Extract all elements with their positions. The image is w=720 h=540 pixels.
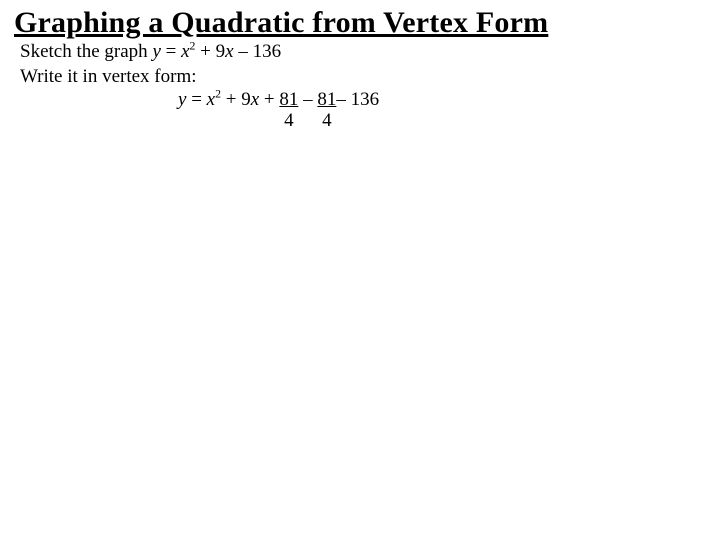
var-y: y (152, 41, 160, 62)
frac1-den: 4 (279, 111, 298, 130)
eq-text-suffix: – 136 (336, 89, 379, 110)
frac2-den: 4 (317, 111, 336, 130)
var-x-2: x (225, 41, 233, 62)
frac1-num: 81 (279, 89, 298, 110)
slide-title: Graphing a Quadratic from Vertex Form (14, 6, 706, 40)
text-suffix: – 136 (234, 41, 282, 62)
frac2-num: 81 (317, 89, 336, 110)
denominator-line: y = x2 + 9x + 4 – 4 (14, 111, 706, 130)
var-x: x (181, 41, 189, 62)
eq-text-minus: – (298, 89, 317, 110)
eq-text-eq: = (186, 89, 206, 110)
text-prefix: Sketch the graph (20, 41, 152, 62)
eq-var-x: x (207, 89, 215, 110)
eq-text-mid: + 9 (221, 89, 251, 110)
equation-line: y = x2 + 9x + 81 – 81– 136 (14, 89, 706, 111)
text-eq: = (161, 41, 181, 62)
instruction-line-2: Write it in vertex form: (14, 65, 706, 90)
instruction-line-1: Sketch the graph y = x2 + 9x – 136 (14, 40, 706, 65)
eq-text-plus: + (259, 89, 279, 110)
text-mid: + 9 (195, 41, 225, 62)
eq-var-x-2: x (251, 89, 259, 110)
